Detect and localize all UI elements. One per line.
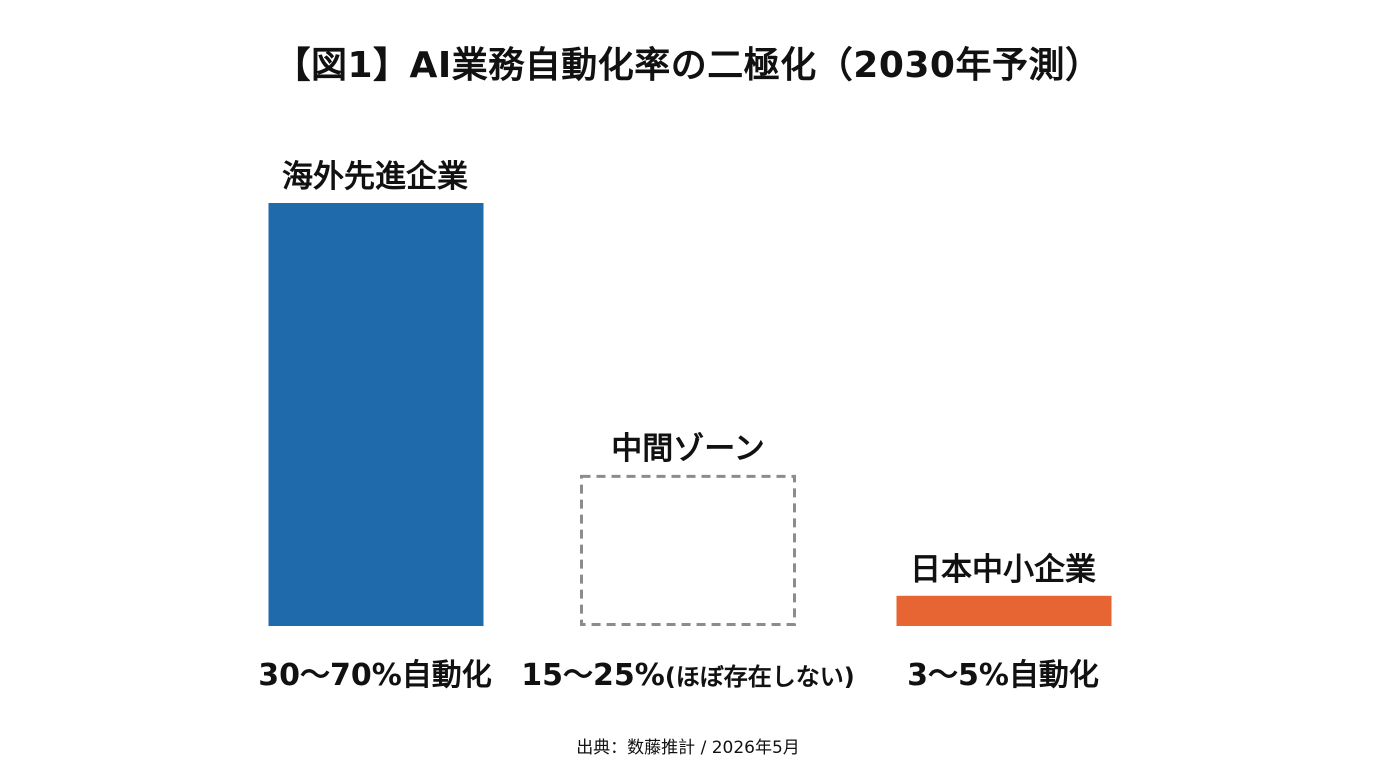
bar-2 — [580, 474, 796, 626]
bar-3 — [896, 595, 1112, 626]
category-label-2: 中間ゾーン — [611, 430, 765, 467]
source-note: 出典：数藤推計 / 2026年5月 — [576, 738, 800, 758]
value-label-3: 3〜5%自動化 — [907, 658, 1099, 693]
value-label-1: 30〜70%自動化 — [258, 658, 492, 693]
category-label-1: 海外先進企業 — [282, 159, 468, 195]
chart-title: 【図1】AI業務自動化率の二極化（2030年予測） — [274, 45, 1102, 86]
value-label-2: 15〜25%(ほぼ存在しない) — [521, 658, 855, 693]
category-label-3: 日本中小企業 — [910, 551, 1096, 588]
bar-1 — [268, 203, 484, 626]
